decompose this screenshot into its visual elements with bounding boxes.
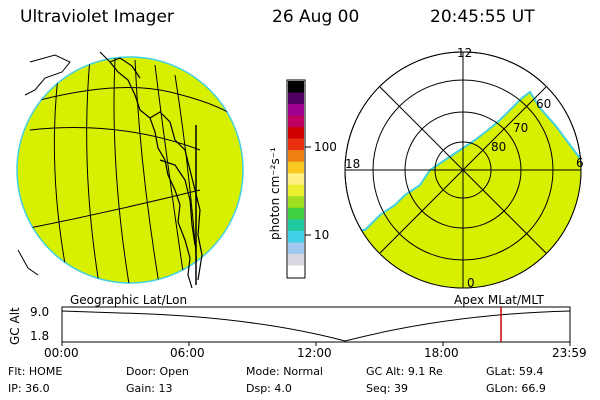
status-glon: GLon: 66.9 (486, 382, 546, 395)
instrument-title: Ultraviolet Imager (20, 7, 174, 27)
colorbar-band (288, 127, 304, 140)
status-seq: Seq: 39 (366, 382, 408, 395)
date-label: 26 Aug 00 (272, 7, 360, 27)
coastline-outer (17, 54, 71, 276)
status-gain: Gain: 13 (126, 382, 173, 395)
colorbar-band (288, 104, 304, 117)
colorbar-band (288, 138, 304, 151)
colorbar-band (288, 173, 304, 186)
time-tick-2359: 23:59 (552, 346, 587, 360)
status-gc-alt: GC Alt: 9.1 Re (366, 365, 443, 378)
mlat-label-60: 60 (536, 97, 552, 111)
colorbar (286, 79, 311, 279)
colorbar-band (288, 207, 304, 220)
status-glat: GLat: 59.4 (486, 365, 544, 378)
time-tick-0600: 06:00 (170, 346, 205, 360)
altitude-plot (61, 306, 571, 346)
time-axis-ticks (61, 342, 571, 346)
mlat-label-70: 70 (513, 121, 529, 135)
altitude-curve (61, 310, 571, 342)
colorbar-label-100: 100 (314, 140, 337, 154)
altitude-plot-frame (61, 306, 571, 343)
status-mode: Mode: Normal (246, 365, 323, 378)
time-tick-1200: 12:00 (297, 346, 332, 360)
mlt-label-12: 12 (457, 46, 473, 60)
colorbar-unit-label: photon cm⁻²s⁻¹ (268, 147, 282, 240)
apex-caption: Apex MLat/MLT (454, 293, 544, 307)
coastline (99, 51, 203, 289)
time-tick-1800: 18:00 (424, 346, 459, 360)
colorbar-band (288, 115, 304, 128)
colorbar-band (288, 242, 304, 255)
status-ip: IP: 36.0 (8, 382, 50, 395)
colorbar-band (288, 184, 304, 197)
colorbar-band (288, 230, 304, 243)
altitude-ylabel: GC Alt (8, 307, 22, 345)
time-label: 20:45:55 UT (430, 7, 535, 27)
colorbar-band (288, 253, 304, 266)
geographic-map-disk (16, 56, 244, 284)
status-flt: Flt: HOME (8, 365, 63, 378)
colorbar-band (288, 196, 304, 209)
status-door: Door: Open (126, 365, 189, 378)
mlat-grid (345, 52, 581, 288)
mlt-label-18: 18 (345, 157, 361, 171)
altitude-y-bottom: 1.8 (30, 329, 50, 343)
colorbar-band (288, 161, 304, 174)
colorbar-band (288, 219, 304, 232)
colorbar-band (288, 150, 304, 163)
mlat-label-80: 80 (491, 140, 507, 154)
geographic-caption: Geographic Lat/Lon (70, 293, 188, 307)
mlt-label-0: 0 (467, 276, 475, 290)
status-dsp: Dsp: 4.0 (246, 382, 292, 395)
polar-map (344, 51, 582, 289)
auroral-emission-region (345, 90, 581, 288)
altitude-y-top: 9.0 (30, 305, 50, 319)
colorbar-frame (286, 79, 306, 279)
geographic-map (16, 51, 244, 289)
colorbar-band (288, 92, 304, 105)
colorbar-band (288, 265, 304, 278)
colorbar-label-10: 10 (314, 228, 330, 242)
mlt-label-6: 6 (576, 156, 584, 170)
colorbar-band (288, 81, 304, 94)
time-tick-0000: 00:00 (44, 346, 79, 360)
